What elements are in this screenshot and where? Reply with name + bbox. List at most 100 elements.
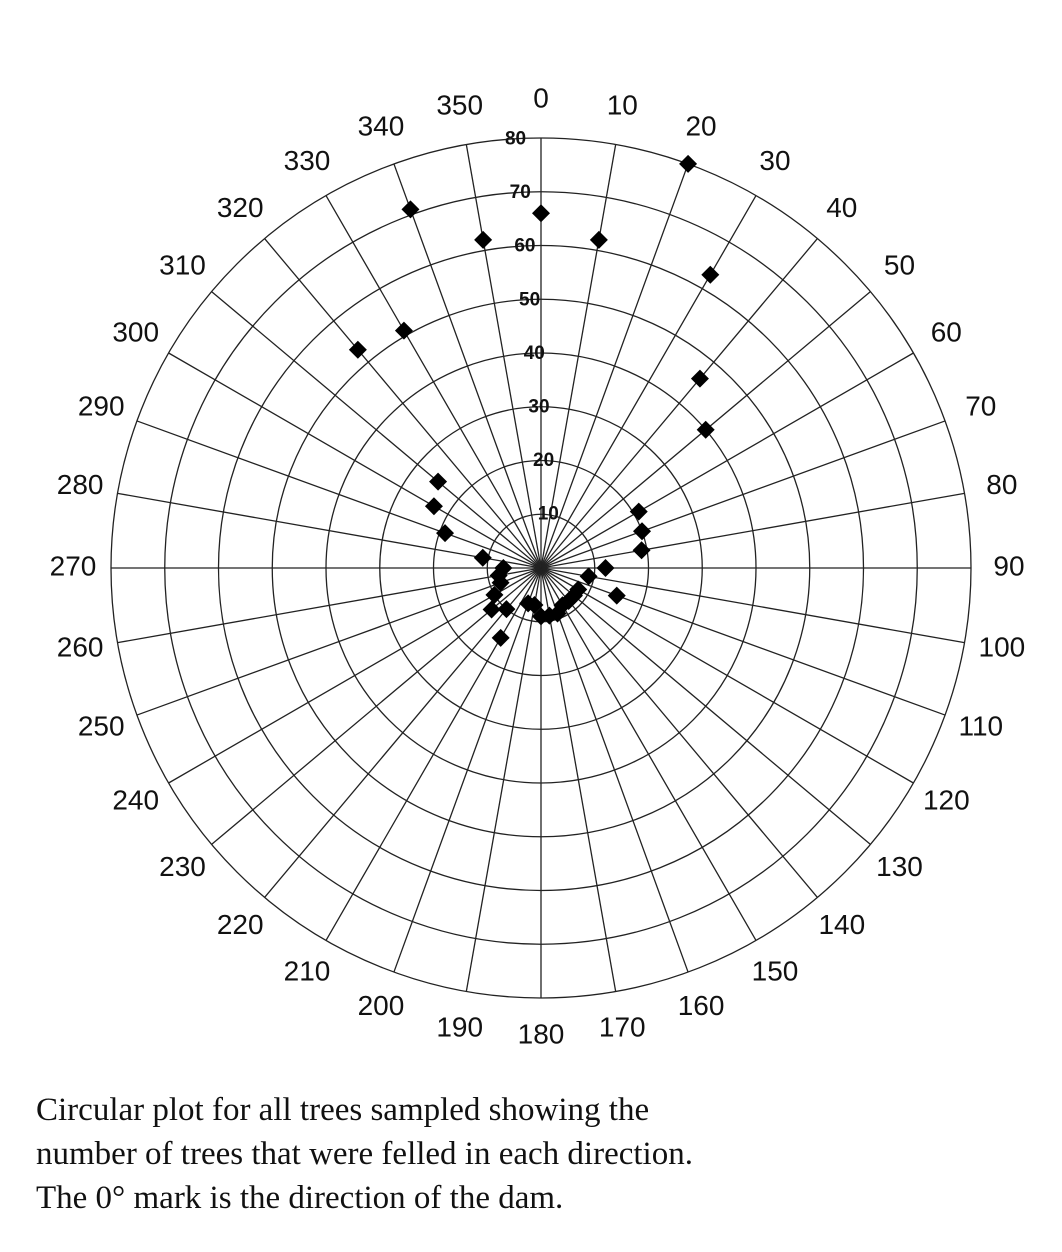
grid-spoke bbox=[393, 163, 542, 569]
grid-spoke bbox=[540, 352, 914, 569]
theta-tick-label: 260 bbox=[57, 632, 104, 663]
point bbox=[485, 585, 504, 604]
point bbox=[690, 369, 709, 388]
theta-tick-label: 50 bbox=[884, 250, 915, 281]
theta-tick-label: 140 bbox=[818, 909, 865, 940]
grid-spoke bbox=[540, 163, 689, 569]
grid-spoke bbox=[136, 567, 542, 716]
theta-tick-label: 40 bbox=[826, 192, 857, 223]
point bbox=[348, 340, 367, 359]
theta-tick-label: 60 bbox=[931, 316, 962, 347]
r-tick-label: 30 bbox=[528, 396, 549, 417]
point bbox=[473, 548, 492, 567]
chart: 0 10 20 30 40 50 60 70 80 90 100 110 120 130 140 150 160… bbox=[50, 82, 1026, 1049]
grid-spoke bbox=[540, 567, 946, 716]
grid-spoke bbox=[540, 420, 946, 569]
caption-line: number of trees that were felled in each… bbox=[36, 1136, 693, 1172]
point bbox=[519, 594, 538, 613]
point bbox=[596, 559, 615, 577]
r-tick-label: 70 bbox=[510, 182, 531, 203]
theta-tick-label: 90 bbox=[993, 550, 1024, 581]
point bbox=[494, 559, 513, 577]
theta-tick-label: 330 bbox=[284, 145, 331, 176]
grid-spoke bbox=[540, 238, 818, 569]
grid-spoke bbox=[540, 492, 965, 569]
point bbox=[424, 497, 443, 516]
point bbox=[579, 567, 598, 586]
grid-spoke bbox=[264, 567, 542, 898]
caption: Circular plot for all trees sampled show… bbox=[36, 1088, 693, 1220]
grid-spoke bbox=[168, 352, 542, 569]
grid-spoke bbox=[540, 567, 689, 973]
grid-spoke bbox=[393, 567, 542, 973]
r-tick-label: 50 bbox=[519, 289, 540, 310]
point bbox=[436, 524, 455, 543]
theta-tick-label: 80 bbox=[986, 469, 1017, 500]
theta-tick-label: 300 bbox=[112, 316, 159, 347]
theta-tick-label: 100 bbox=[979, 632, 1026, 663]
caption-line: Circular plot for all trees sampled show… bbox=[36, 1092, 650, 1128]
point bbox=[589, 230, 608, 249]
grid-spoke bbox=[136, 420, 542, 569]
grid-spoke bbox=[465, 567, 542, 992]
point bbox=[701, 265, 720, 284]
theta-tick-label: 180 bbox=[518, 1018, 565, 1049]
grid-spoke bbox=[540, 567, 914, 784]
theta-tick-label: 150 bbox=[752, 956, 799, 987]
point bbox=[633, 522, 652, 541]
r-tick-label: 10 bbox=[538, 503, 559, 524]
theta-tick-label: 0 bbox=[533, 82, 549, 113]
point bbox=[429, 472, 448, 491]
theta-tick-label: 270 bbox=[50, 550, 97, 581]
theta-tick-label: 130 bbox=[876, 851, 923, 882]
theta-tick-label: 340 bbox=[358, 111, 405, 142]
point bbox=[482, 600, 501, 619]
point bbox=[629, 502, 648, 521]
theta-tick-label: 220 bbox=[217, 909, 264, 940]
theta-tick-label: 250 bbox=[78, 710, 125, 741]
theta-tick-label: 10 bbox=[607, 90, 638, 121]
point bbox=[532, 204, 550, 223]
grid-spoke bbox=[540, 567, 965, 644]
theta-tick-label: 310 bbox=[159, 250, 206, 281]
point bbox=[632, 541, 651, 560]
theta-tick-label: 240 bbox=[112, 784, 159, 815]
theta-tick-label: 350 bbox=[436, 90, 483, 121]
point bbox=[394, 321, 413, 340]
theta-tick-label: 20 bbox=[685, 111, 716, 142]
r-tick-label: 80 bbox=[505, 129, 526, 150]
point bbox=[474, 230, 493, 249]
theta-tick-label: 280 bbox=[57, 469, 104, 500]
grid-spoke bbox=[117, 567, 542, 644]
theta-tick-label: 230 bbox=[159, 851, 206, 882]
grid-spoke bbox=[540, 567, 871, 845]
theta-tick-label: 320 bbox=[217, 192, 264, 223]
point bbox=[607, 586, 626, 605]
theta-tick-label: 190 bbox=[436, 1011, 483, 1042]
theta-tick-label: 30 bbox=[759, 145, 790, 176]
grid-spoke bbox=[211, 291, 542, 569]
point bbox=[401, 200, 420, 219]
theta-tick-label: 170 bbox=[599, 1011, 646, 1042]
grid-spoke bbox=[465, 144, 542, 569]
theta-tick-label: 200 bbox=[358, 990, 405, 1021]
grid-spoke bbox=[211, 567, 542, 845]
grid-spoke bbox=[168, 567, 542, 784]
point bbox=[696, 420, 715, 439]
grid-spoke bbox=[264, 238, 542, 569]
grid-spoke bbox=[117, 492, 542, 569]
theta-tick-label: 70 bbox=[965, 390, 996, 421]
theta-tick-label: 210 bbox=[284, 956, 331, 987]
grid-spoke bbox=[540, 567, 757, 941]
grid-spoke bbox=[540, 567, 617, 992]
theta-tick-label: 120 bbox=[923, 784, 970, 815]
theta-tick-label: 290 bbox=[78, 390, 125, 421]
grid-spoke bbox=[540, 195, 757, 569]
r-tick-label: 40 bbox=[524, 343, 545, 364]
point bbox=[679, 154, 698, 173]
caption-line: The 0° mark is the direction of the dam. bbox=[36, 1180, 564, 1216]
r-tick-label: 20 bbox=[533, 450, 554, 471]
point bbox=[497, 600, 516, 619]
grid-spoke bbox=[540, 567, 818, 898]
